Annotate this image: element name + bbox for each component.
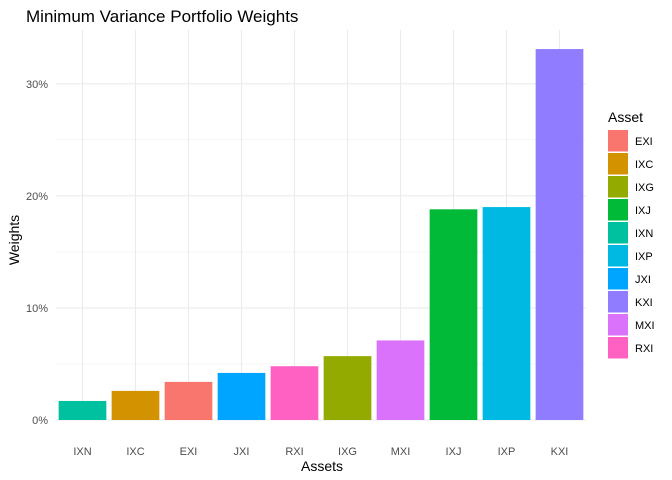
legend-key-kxi bbox=[608, 291, 628, 313]
bar-kxi bbox=[535, 49, 584, 420]
legend-key-rxi bbox=[608, 337, 628, 359]
bar-exi bbox=[164, 381, 213, 420]
legend-key-ixg bbox=[608, 176, 628, 198]
x-axis-ticks: IXN IXC EXI JXI RXI IXG MXI IXJ IXP KXI bbox=[73, 446, 568, 458]
chart-title: Minimum Variance Portfolio Weights bbox=[26, 7, 298, 26]
y-tick-label: 20% bbox=[26, 191, 48, 203]
legend-label: JXI bbox=[635, 274, 651, 286]
legend-label: EXI bbox=[635, 136, 653, 148]
legend-key-ixp bbox=[608, 245, 628, 267]
legend-key-ixc bbox=[608, 153, 628, 175]
bar-mxi bbox=[376, 340, 425, 420]
x-tick-label: EXI bbox=[180, 446, 198, 458]
legend-label: IXJ bbox=[635, 205, 651, 217]
legend-key-ixn bbox=[608, 222, 628, 244]
legend-label: IXG bbox=[635, 182, 654, 194]
x-tick-label: IXG bbox=[338, 446, 357, 458]
y-tick-label: 0% bbox=[32, 415, 48, 427]
bar-ixj bbox=[429, 209, 478, 420]
x-tick-label: RXI bbox=[285, 446, 303, 458]
legend-label: IXN bbox=[635, 228, 653, 240]
legend-label: IXP bbox=[635, 251, 653, 263]
bars bbox=[58, 49, 584, 420]
x-tick-label: IXP bbox=[498, 446, 516, 458]
legend-key-exi bbox=[608, 130, 628, 152]
legend-label: IXC bbox=[635, 159, 653, 171]
x-tick-label: IXN bbox=[73, 446, 91, 458]
x-tick-label: IXJ bbox=[446, 446, 462, 458]
y-axis-ticks: 0% 10% 20% 30% bbox=[26, 79, 48, 427]
bar-jxi bbox=[217, 372, 266, 420]
x-tick-label: IXC bbox=[126, 446, 144, 458]
x-tick-label: MXI bbox=[391, 446, 411, 458]
legend: Asset EXI IXC IXG IXJ IXN IXP JXI KXI MXI RXI bbox=[608, 109, 655, 359]
legend-label: KXI bbox=[635, 297, 653, 309]
bar-ixp bbox=[482, 207, 531, 420]
legend-key-mxi bbox=[608, 314, 628, 336]
legend-label: MXI bbox=[635, 320, 655, 332]
y-tick-label: 30% bbox=[26, 79, 48, 91]
y-axis-title: Weights bbox=[6, 215, 22, 265]
x-tick-label: KXI bbox=[551, 446, 569, 458]
legend-label: RXI bbox=[635, 343, 653, 355]
bar-ixn bbox=[58, 400, 107, 420]
y-tick-label: 10% bbox=[26, 303, 48, 315]
legend-key-ixj bbox=[608, 199, 628, 221]
bar-ixg bbox=[323, 356, 372, 420]
bar-rxi bbox=[270, 366, 319, 420]
bar-ixc bbox=[111, 390, 160, 420]
x-tick-label: JXI bbox=[234, 446, 250, 458]
legend-title: Asset bbox=[608, 109, 643, 125]
x-axis-title: Assets bbox=[301, 458, 343, 474]
legend-key-jxi bbox=[608, 268, 628, 290]
